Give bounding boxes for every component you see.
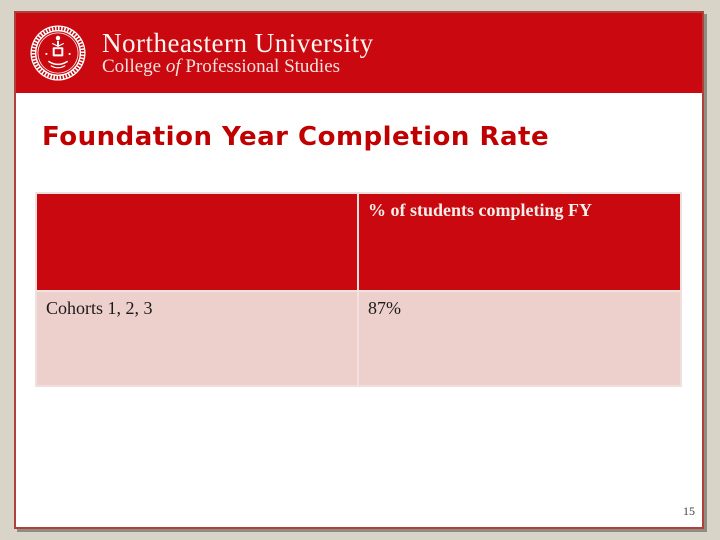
table-header-empty-cell [37,194,359,290]
slide: Northeastern University College of Profe… [14,11,704,529]
university-seal-icon [30,25,86,81]
banner-text: Northeastern University College of Profe… [102,29,374,77]
college-name-of: of [165,56,181,78]
page-number: 15 [683,504,695,518]
slide-title: Foundation Year Completion Rate [42,122,550,152]
table-header-row: % of students completing FY [37,194,680,290]
table-row: Cohorts 1, 2, 3 87% [37,290,680,385]
college-name: College of Professional Studies [102,57,374,77]
table-cell-value: 87% [368,298,401,318]
college-name-prefix: College [102,56,166,78]
header-banner: Northeastern University College of Profe… [16,13,702,93]
university-name: Northeastern University [102,27,374,58]
completion-rate-table: % of students completing FY Cohorts 1, 2… [35,192,682,387]
college-name-suffix: Professional Studies [180,56,341,78]
table-header-percent-cell: % of students completing FY [368,200,592,220]
table-cell-cohorts: Cohorts 1, 2, 3 [37,292,359,385]
